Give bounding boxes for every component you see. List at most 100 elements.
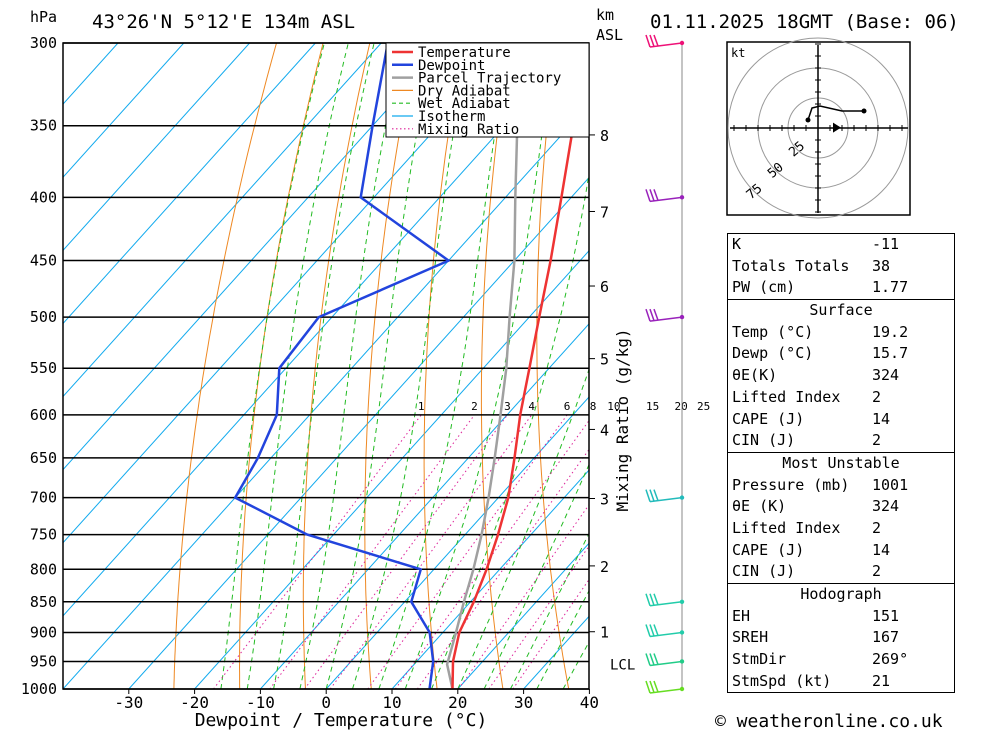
mixing-ratio-line <box>269 414 475 689</box>
mixing-ratio-label: 2 <box>471 400 478 413</box>
dry-adiabat-line <box>976 43 1000 689</box>
mixing-ratio-line <box>512 578 589 689</box>
wind-barb <box>645 34 685 48</box>
wet-adiabat-line <box>273 43 375 689</box>
hodograph-trace <box>807 105 864 121</box>
pressure-tick-label: 300 <box>30 34 57 52</box>
index-value: 19.2 <box>872 322 909 341</box>
wind-barb-staff <box>649 688 683 694</box>
dewpoint-line <box>233 43 450 689</box>
hodograph-end-dot <box>861 108 867 114</box>
index-row: Temp (°C) 19.2 <box>728 322 954 344</box>
index-value: 2 <box>872 518 882 537</box>
index-row: Lifted Index 2 <box>728 518 954 540</box>
temperature-tick-label: -20 <box>180 693 209 712</box>
most-unstable-section: Most Unstable Pressure (mb) 1001 θE (K) 324… <box>728 451 954 583</box>
wet-adiabat-line <box>457 367 589 689</box>
legend-label: Temperature <box>418 45 511 61</box>
wind-barb-staff <box>649 42 683 48</box>
wind-barb-feather <box>649 489 655 502</box>
wind-barb-feather <box>649 308 655 321</box>
mixing-ratio-label: 8 <box>590 400 597 413</box>
index-value: 14 <box>872 540 891 559</box>
wind-barb-feather <box>649 653 655 666</box>
index-row: StmDir 269° <box>728 649 954 671</box>
index-label: PW (cm) <box>732 278 796 297</box>
index-value: 1.77 <box>872 278 909 297</box>
index-value: 324 <box>872 497 900 516</box>
surface-section: Surface Temp (°C) 19.2 Dewp (°C) 15.7 θE(K) 3… <box>728 299 954 452</box>
hodograph-title: Hodograph <box>800 585 882 603</box>
wind-barb <box>645 308 685 322</box>
index-row: θE(K) 324 <box>728 365 954 387</box>
temperature-tick-label: -10 <box>246 693 275 712</box>
temperature-tick-label: 30 <box>514 693 533 712</box>
wind-barb-feather <box>649 189 655 202</box>
asl-label: ASL <box>596 26 623 44</box>
dry-adiabat-line <box>423 43 464 689</box>
wind-barb-feather <box>645 189 651 202</box>
index-value: 269° <box>872 650 909 669</box>
wind-barb-staff <box>649 316 683 322</box>
index-value: 14 <box>872 409 891 428</box>
wind-barb <box>645 593 685 607</box>
wind-barb-staff <box>649 496 683 503</box>
mixing-ratio-axis-label: Mixing Ratio (g/kg) <box>613 328 632 511</box>
surface-title: Surface <box>809 301 873 320</box>
mixing-ratio-label: 20 <box>674 400 687 413</box>
height-tick-label: 2 <box>600 558 609 576</box>
index-row: K -11 <box>728 234 954 256</box>
storm-motion-marker <box>832 122 841 133</box>
wet-adiabat-line <box>220 43 325 689</box>
wind-barb-feather <box>649 624 655 637</box>
height-tick-label: 7 <box>600 203 609 221</box>
temperature-axis: -30 -20 -10 0 10 20 30 40 <box>114 689 599 712</box>
temperature-line <box>451 49 589 689</box>
wind-barb-feather <box>645 34 651 48</box>
mixing-ratio-label: 1 <box>418 400 425 413</box>
wind-barb-staff <box>649 631 683 638</box>
isotherm-line <box>63 43 119 105</box>
legend-label: Dry Adiabat <box>418 83 511 99</box>
wind-barb-feather <box>653 308 659 321</box>
index-row: Totals Totals 38 <box>728 256 954 278</box>
index-row: StmSpd (kt) 21 <box>728 671 954 693</box>
wind-barb-feather <box>645 489 651 502</box>
pressure-tick-label: 950 <box>30 652 57 670</box>
isotherm-line <box>63 103 589 689</box>
index-label: Lifted Index <box>732 387 841 406</box>
index-value: -11 <box>872 235 900 253</box>
index-label: StmDir <box>732 650 787 669</box>
pressure-tick-label: 900 <box>30 623 57 641</box>
legend-label: Isotherm <box>418 109 485 125</box>
isotherm-line <box>63 43 448 471</box>
index-label: StmSpd (kt) <box>732 671 832 690</box>
wind-barb-feather <box>653 680 659 693</box>
height-tick-label: 3 <box>600 490 609 508</box>
isotherm-line <box>63 43 579 617</box>
x-axis-label: Dewpoint / Temperature (°C) <box>195 710 488 731</box>
pressure-tick-label: 450 <box>30 252 57 270</box>
pressure-tick-label: 350 <box>30 117 57 135</box>
index-label: K <box>732 235 742 253</box>
wind-barb-feather <box>653 189 659 201</box>
wind-barb-feather <box>645 308 651 322</box>
wind-barb-feather <box>649 680 655 693</box>
hpa-label: hPa <box>30 8 57 26</box>
mixing-ratio-label: 25 <box>697 400 710 413</box>
most-unstable-title: Most Unstable <box>782 453 900 472</box>
mixing-ratio-line <box>458 503 589 689</box>
mixing-ratio-label: 4 <box>528 400 535 413</box>
mixing-ratio-label: 10 <box>607 400 620 413</box>
height-tick-label: 5 <box>600 351 609 369</box>
parcel-trajectory-line <box>445 43 521 689</box>
hodograph-start-dot <box>805 117 811 123</box>
isotherm-line <box>63 43 316 325</box>
hodograph-kt-label: kt <box>731 46 745 60</box>
profiles <box>233 43 589 689</box>
index-value: 2 <box>872 387 882 406</box>
wind-barb-feather <box>645 653 651 666</box>
index-label: Lifted Index <box>732 518 841 537</box>
temperature-tick-label: -30 <box>114 693 143 712</box>
